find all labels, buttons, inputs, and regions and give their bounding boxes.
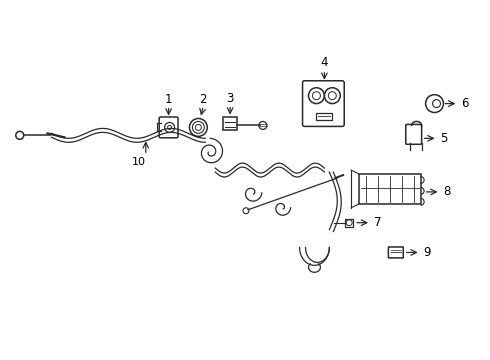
Text: 1: 1	[165, 93, 172, 106]
Text: 6: 6	[461, 97, 469, 110]
Text: 7: 7	[374, 216, 382, 229]
Text: 9: 9	[424, 246, 431, 259]
Text: 10: 10	[132, 157, 146, 167]
Text: 8: 8	[443, 185, 451, 198]
Text: 4: 4	[320, 57, 328, 69]
Text: 2: 2	[199, 93, 207, 106]
Bar	[223, 117, 237, 130]
Bar	[345, 219, 353, 227]
Bar	[317, 113, 332, 121]
Text: 3: 3	[226, 92, 234, 105]
Text: 5: 5	[441, 132, 448, 145]
Bar	[359, 174, 420, 204]
